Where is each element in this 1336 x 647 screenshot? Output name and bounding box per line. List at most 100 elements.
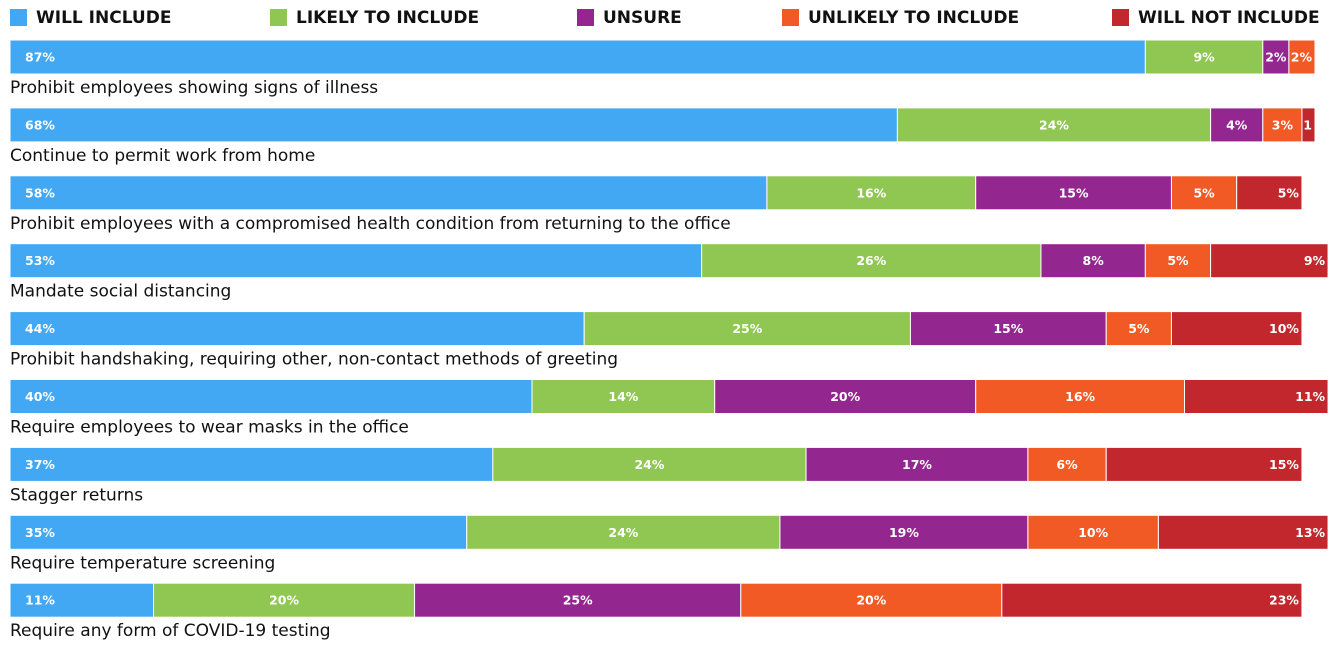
bar-segment bbox=[1105, 311, 1172, 347]
value-label: 5% bbox=[1278, 185, 1300, 200]
legend-swatch bbox=[270, 9, 287, 26]
legend-label: UNSURE bbox=[603, 8, 682, 28]
legend-swatch bbox=[577, 9, 594, 26]
value-label: 5% bbox=[1193, 185, 1215, 200]
bar-segment bbox=[1210, 107, 1264, 143]
bar-segment bbox=[805, 446, 1029, 482]
value-label: 11% bbox=[1295, 389, 1325, 404]
category-label: Prohibit employees with a compromised he… bbox=[10, 214, 731, 234]
value-label: 53% bbox=[25, 253, 55, 268]
bar-segment bbox=[414, 582, 742, 618]
value-label: 44% bbox=[25, 321, 55, 336]
category-label: Continue to permit work from home bbox=[10, 146, 315, 166]
value-label: 24% bbox=[1039, 117, 1069, 132]
value-label: 8% bbox=[1083, 253, 1105, 268]
value-label: 23% bbox=[1269, 593, 1299, 608]
category-label: Require employees to wear masks in the o… bbox=[10, 418, 409, 438]
bar-segment bbox=[1027, 514, 1159, 550]
value-label: 20% bbox=[856, 593, 886, 608]
value-label: 19% bbox=[889, 525, 919, 540]
value-label: 9% bbox=[1304, 253, 1326, 268]
value-label: 35% bbox=[25, 525, 55, 540]
value-label: 2% bbox=[1265, 50, 1287, 65]
legend-label: WILL NOT INCLUDE bbox=[1138, 8, 1320, 28]
legend-swatch bbox=[10, 9, 27, 26]
value-label: 10% bbox=[1269, 321, 1299, 336]
value-label: 16% bbox=[1065, 389, 1095, 404]
bar-segment bbox=[9, 446, 494, 482]
value-label: 20% bbox=[830, 389, 860, 404]
bar-segment bbox=[1001, 582, 1303, 618]
bar-segment bbox=[1288, 39, 1316, 75]
value-label: 25% bbox=[563, 593, 593, 608]
value-label: 37% bbox=[25, 457, 55, 472]
value-label: 25% bbox=[732, 321, 762, 336]
value-label: 9% bbox=[1193, 50, 1215, 65]
bar-segment bbox=[1170, 311, 1303, 347]
value-label: 1 bbox=[1303, 117, 1312, 132]
bar-segment bbox=[1184, 379, 1329, 414]
bar-segment bbox=[531, 379, 716, 414]
bar-segment bbox=[1301, 107, 1316, 143]
category-label: Stagger returns bbox=[10, 485, 143, 505]
category-label: Require temperature screening bbox=[10, 553, 275, 573]
value-label: 24% bbox=[634, 457, 664, 472]
legend-label: UNLIKELY TO INCLUDE bbox=[808, 8, 1019, 28]
bar-segment bbox=[1262, 39, 1290, 75]
value-label: 26% bbox=[856, 253, 886, 268]
bar-segment bbox=[9, 107, 898, 143]
bar-segment bbox=[1262, 107, 1303, 143]
bar-segment bbox=[9, 175, 768, 211]
legend-swatch bbox=[782, 9, 799, 26]
value-label: 17% bbox=[902, 457, 932, 472]
category-label: Mandate social distancing bbox=[10, 282, 231, 302]
bar-segment bbox=[9, 582, 155, 618]
value-label: 6% bbox=[1056, 457, 1078, 472]
legend-swatch bbox=[1112, 9, 1129, 26]
bar-segment bbox=[492, 446, 807, 482]
bar-segment bbox=[9, 243, 703, 279]
value-label: 13% bbox=[1295, 525, 1325, 540]
value-label: 5% bbox=[1128, 321, 1150, 336]
value-label: 20% bbox=[269, 593, 299, 608]
bar-segment bbox=[701, 243, 1042, 279]
value-label: 15% bbox=[993, 321, 1023, 336]
bar-segment bbox=[583, 311, 911, 347]
value-label: 4% bbox=[1226, 117, 1248, 132]
value-label: 14% bbox=[608, 389, 638, 404]
value-label: 87% bbox=[25, 50, 55, 65]
value-label: 11% bbox=[25, 593, 55, 608]
value-label: 15% bbox=[1269, 457, 1299, 472]
bar-segment bbox=[1144, 243, 1212, 279]
category-label: Require any form of COVID-19 testing bbox=[10, 621, 331, 641]
bar-segment bbox=[9, 311, 585, 347]
value-label: 40% bbox=[25, 389, 55, 404]
value-label: 15% bbox=[1059, 185, 1089, 200]
category-label: Prohibit employees showing signs of illn… bbox=[10, 78, 378, 98]
bar-segment bbox=[1170, 175, 1238, 211]
value-label: 3% bbox=[1272, 117, 1294, 132]
category-label: Prohibit handshaking, requiring other, n… bbox=[10, 350, 618, 370]
legend-label: LIKELY TO INCLUDE bbox=[296, 8, 479, 28]
bar-segment bbox=[975, 379, 1186, 414]
bar-segment bbox=[1105, 446, 1303, 482]
bar-segment bbox=[1236, 175, 1303, 211]
bar-segment bbox=[9, 514, 468, 550]
bar-segment bbox=[975, 175, 1172, 211]
bar-segment bbox=[9, 379, 533, 414]
value-label: 58% bbox=[25, 185, 55, 200]
bar-segment bbox=[1027, 446, 1107, 482]
bar-segment bbox=[9, 39, 1146, 75]
value-label: 2% bbox=[1291, 50, 1313, 65]
value-label: 68% bbox=[25, 117, 55, 132]
value-label: 16% bbox=[856, 185, 886, 200]
value-label: 24% bbox=[608, 525, 638, 540]
bar-segment bbox=[1144, 39, 1264, 75]
bar-segment bbox=[1040, 243, 1146, 279]
value-label: 5% bbox=[1167, 253, 1189, 268]
legend-label: WILL INCLUDE bbox=[36, 8, 171, 28]
bar-segment bbox=[1157, 514, 1329, 550]
bar-segment bbox=[909, 311, 1107, 347]
bar-segment bbox=[714, 379, 977, 414]
